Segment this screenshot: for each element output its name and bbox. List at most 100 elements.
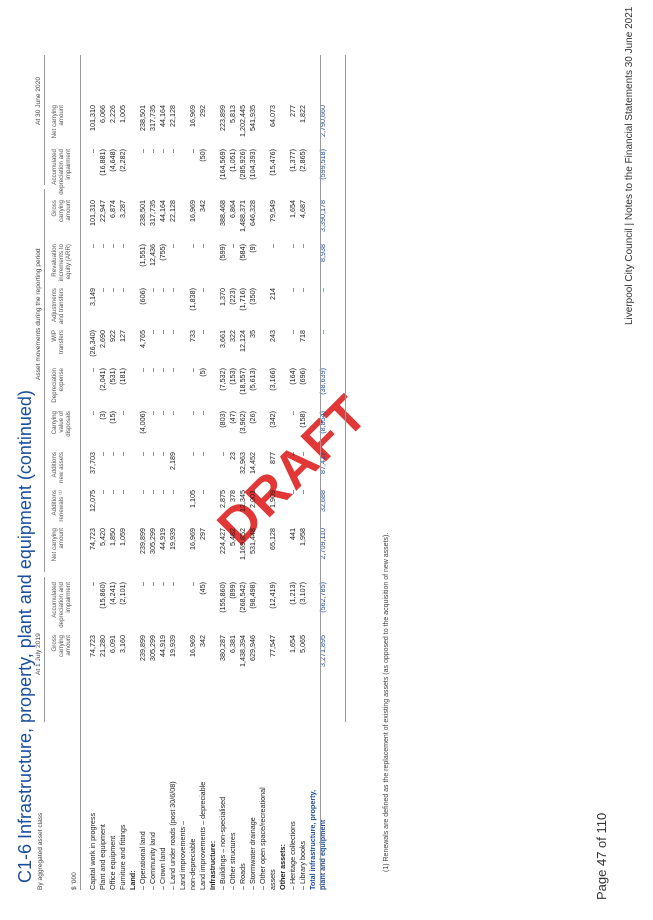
- page-number: Page 47 of 110: [594, 812, 609, 900]
- row-label: Infrastructure:: [208, 840, 217, 890]
- table-cell: (1,213): [288, 582, 297, 605]
- row-label: Land improvements –: [178, 820, 187, 890]
- row-label: Office equipment: [108, 835, 117, 890]
- column-header: Revaluation increments to equity (ARR): [51, 244, 72, 282]
- table-cell: 22,128: [168, 105, 177, 127]
- row-label: – Heritage collections: [288, 821, 297, 890]
- table-row: Capital work in progress 74,723–74,723 12,…: [88, 55, 98, 890]
- table-cell: 238,501: [138, 200, 147, 226]
- table-cell: 388,468: [218, 200, 227, 226]
- table-cell: 6,864: [228, 200, 237, 218]
- table-cell: (899): [228, 582, 237, 599]
- column-header: Accumulated depreciation and impairment: [51, 582, 72, 628]
- table-row: Furniture and fittings 3,160 (2,101) 1,059–…: [118, 55, 128, 890]
- table-row: – Buildings – non-specialised 380,287 (155…: [218, 55, 228, 890]
- table-row: – Crown land 44,919–44,919– – – – – – (755) 44,1…: [158, 55, 168, 890]
- table-cell: 6,091: [108, 635, 117, 653]
- row-label: – Other open space/recreational: [258, 787, 267, 890]
- table-cell: –: [158, 582, 167, 586]
- table-cell: 3,160: [118, 635, 127, 653]
- table-cell: (3,107): [298, 582, 307, 605]
- table-cell: 1,654: [288, 200, 297, 218]
- group-header-2020: At 30 June 2020: [35, 76, 42, 125]
- row-label: – Buildings – non-specialised: [218, 796, 227, 890]
- table-cell: 1,202,445: [238, 105, 247, 137]
- table-row: assets 77,547 (12,419) 65,128 1,909 877 (342)(…: [268, 55, 278, 890]
- table-cell: 238,501: [138, 105, 147, 131]
- table-cell: 380,287: [218, 635, 227, 661]
- table-cell: 6,874: [108, 200, 117, 218]
- table-cell: (2,101): [118, 582, 127, 605]
- unit-label: $ '000: [71, 872, 78, 890]
- running-header: Liverpool City Council | Notes to the Fi…: [624, 6, 635, 325]
- table-cell: (98,498): [248, 582, 257, 609]
- table-cell: (4,241): [108, 582, 117, 605]
- table-cell: 22,947: [98, 200, 107, 222]
- table-cell: 101,310: [88, 105, 97, 131]
- table-cell: 101,310: [88, 200, 97, 226]
- row-label: Plant and equipment: [98, 824, 107, 890]
- column-header: Additions new assets: [51, 452, 65, 483]
- row-label: – Community land: [148, 832, 157, 890]
- row-label: Land improvements – depreciable: [198, 781, 207, 890]
- table-cell: (155,860): [218, 582, 227, 613]
- table-cell: –: [188, 582, 197, 586]
- table-cell: 292: [198, 105, 207, 117]
- row-label: Other assets:: [278, 844, 287, 890]
- table-cell: 277: [288, 105, 297, 117]
- column-header: Gross carrying amount: [51, 200, 72, 223]
- table-cell: 1,822: [298, 105, 307, 123]
- row-label: – Crown land: [158, 847, 167, 890]
- row-label: non-depreciable: [188, 838, 197, 890]
- table-cell: 44,919: [158, 635, 167, 657]
- column-header: Carrying value of disposals: [51, 411, 72, 437]
- table-cell: 305,299: [148, 635, 157, 661]
- row-label: Furniture and fittings: [118, 824, 127, 890]
- table-cell: 317,735: [148, 200, 157, 226]
- row-label: – Other structures: [228, 832, 237, 890]
- row-label: – Stormwater drainage: [248, 817, 257, 890]
- group-header-movements: Asset movements during the reporting per…: [35, 248, 42, 380]
- column-header: Accumulated depreciation and impairment: [51, 149, 72, 195]
- table-cell: 3,287: [118, 200, 127, 218]
- table-cell: 1,438,394: [238, 635, 247, 667]
- table-row: Other assets:: [278, 55, 288, 890]
- table-cell: 19,939: [168, 635, 177, 657]
- table-cell: 6,066: [98, 105, 107, 123]
- row-label: – Roads: [238, 863, 247, 890]
- column-header: Gross carrying amount: [51, 635, 72, 658]
- table-cell: –: [138, 582, 147, 586]
- table-cell: 16,969: [188, 635, 197, 657]
- table-cell: 16,969: [188, 105, 197, 127]
- table-cell: –: [148, 582, 157, 586]
- table-cell: 1,654: [288, 635, 297, 653]
- row-label: – Library books: [298, 840, 307, 890]
- table-row: Office equipment 6,091 (4,241) 1,850– – (15)(…: [108, 55, 118, 890]
- table-cell: 64,073: [268, 105, 277, 127]
- corner-label: By aggregated asset class: [37, 812, 44, 890]
- table-cell: (268,542): [238, 582, 247, 613]
- table-row: – Stormwater drainage 629,946 (98,498) 531,…: [248, 55, 258, 890]
- table-cell: 44,164: [158, 200, 167, 222]
- table-cell: 223,899: [218, 105, 227, 131]
- table-cell: 79,549: [268, 200, 277, 222]
- table-row: Land improvements –: [178, 55, 188, 890]
- table-cell: 541,935: [248, 105, 257, 131]
- column-header: WIP transfers: [51, 330, 65, 355]
- row-label: Land:: [128, 870, 137, 890]
- table-cell: (12,419): [268, 582, 277, 609]
- table-cell: –: [168, 582, 177, 586]
- column-header: Additions renewals ⁽¹⁾: [51, 490, 65, 522]
- table-cell: 342: [198, 635, 207, 647]
- column-header: Net carrying amount: [51, 105, 65, 139]
- table-cell: 1,488,371: [238, 200, 247, 232]
- table-cell: 342: [198, 200, 207, 212]
- table-cell: 317,735: [148, 105, 157, 131]
- table-row: Total infrastructure, property,: [308, 55, 318, 890]
- table-cell: 2,226: [108, 105, 117, 123]
- table-cell: 22,128: [168, 200, 177, 222]
- row-label: Total infrastructure, property,: [308, 790, 317, 890]
- table-cell: (45): [198, 582, 207, 595]
- table-row: Infrastructure:: [208, 55, 218, 890]
- table-row: – Library books 5,065 (3,107) 1,958– – (158)(…: [298, 55, 308, 890]
